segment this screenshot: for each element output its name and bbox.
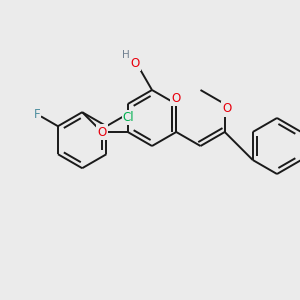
- Text: O: O: [172, 92, 181, 105]
- Text: O: O: [130, 57, 140, 70]
- Text: O: O: [98, 125, 106, 139]
- Text: H: H: [122, 50, 130, 60]
- Text: O: O: [222, 103, 231, 116]
- Text: Cl: Cl: [123, 111, 134, 124]
- Text: F: F: [34, 108, 40, 121]
